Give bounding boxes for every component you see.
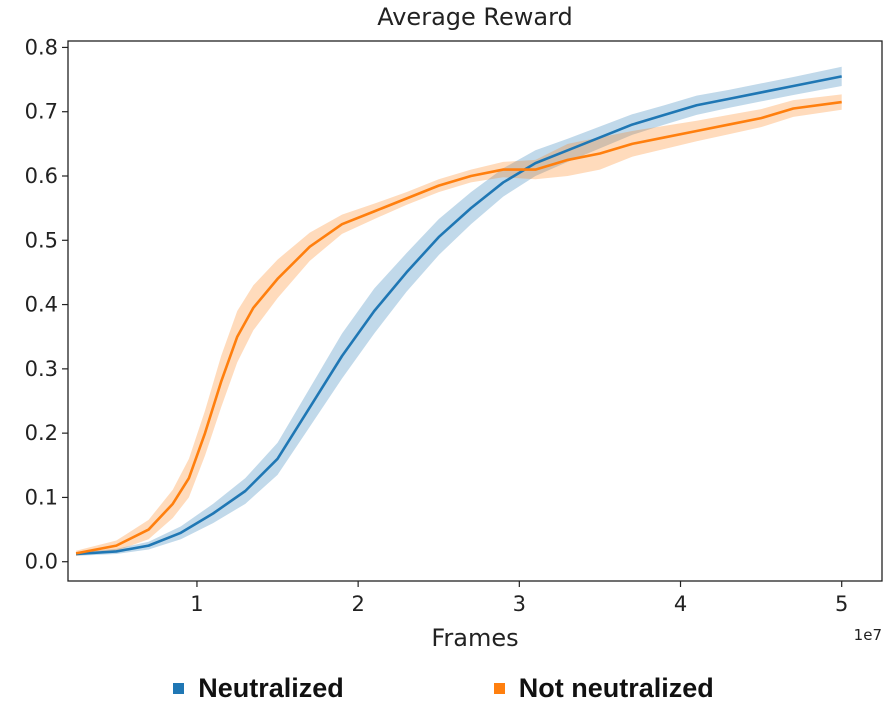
line-series-0 bbox=[75, 75, 842, 556]
legend-label-not-neutralized: Not neutralized bbox=[518, 672, 714, 703]
y-tick-label: 0.6 bbox=[25, 164, 58, 188]
y-tick-label: 0.2 bbox=[25, 421, 58, 445]
y-tick-label: 0.4 bbox=[25, 293, 58, 317]
plot-frame bbox=[67, 40, 883, 582]
legend-swatch-not-neutralized bbox=[493, 682, 505, 694]
y-tick-label: 0.7 bbox=[25, 100, 58, 124]
x-tick-label: 4 bbox=[674, 592, 687, 616]
legend: Neutralized Not neutralized bbox=[0, 666, 887, 710]
y-axis: 0.0 0.1 0.2 0.3 0.4 0.5 0.6 0.7 0.8 bbox=[25, 35, 68, 574]
y-tick-label: 0.8 bbox=[25, 35, 58, 59]
x-tick-label: 1 bbox=[190, 592, 203, 616]
legend-label-neutralized: Neutralized bbox=[198, 672, 344, 703]
x-axis-offset-label: 1e7 bbox=[854, 626, 882, 644]
x-axis-label: Frames bbox=[431, 624, 518, 652]
y-tick-label: 0.3 bbox=[25, 357, 58, 381]
x-axis: 1 2 3 4 5 bbox=[190, 581, 848, 616]
line-series-1 bbox=[75, 100, 842, 555]
band-series-1 bbox=[76, 94, 842, 556]
chart-title: Average Reward bbox=[377, 3, 573, 31]
x-tick-label: 2 bbox=[351, 592, 364, 616]
y-tick-label: 0.5 bbox=[25, 228, 58, 252]
legend-item-not-neutralized: Not neutralized bbox=[493, 672, 714, 704]
y-tick-label: 0.0 bbox=[25, 550, 58, 574]
x-tick-label: 3 bbox=[513, 592, 526, 616]
legend-item-neutralized: Neutralized bbox=[173, 673, 344, 704]
confidence-bands bbox=[76, 66, 842, 556]
y-tick-label: 0.1 bbox=[25, 485, 58, 509]
x-tick-label: 5 bbox=[835, 592, 848, 616]
legend-swatch-neutralized bbox=[173, 682, 185, 694]
series-lines bbox=[75, 75, 842, 556]
